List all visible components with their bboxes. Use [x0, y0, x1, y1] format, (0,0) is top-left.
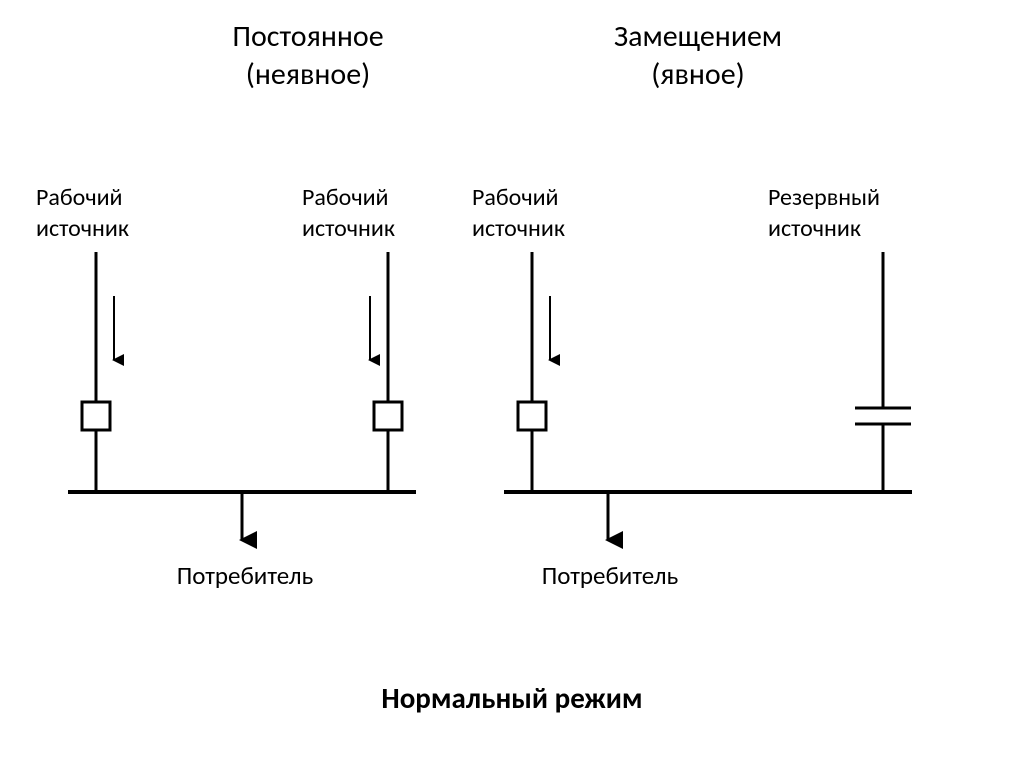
consumer-label-right: Потребитель: [530, 560, 690, 591]
breaker-closed-icon: [374, 402, 402, 430]
consumer-label-left: Потребитель: [165, 560, 325, 591]
circuit-diagram: [0, 0, 1024, 767]
breaker-closed-icon: [518, 402, 546, 430]
mode-title: Нормальный режим: [320, 680, 704, 716]
breaker-closed-icon: [82, 402, 110, 430]
